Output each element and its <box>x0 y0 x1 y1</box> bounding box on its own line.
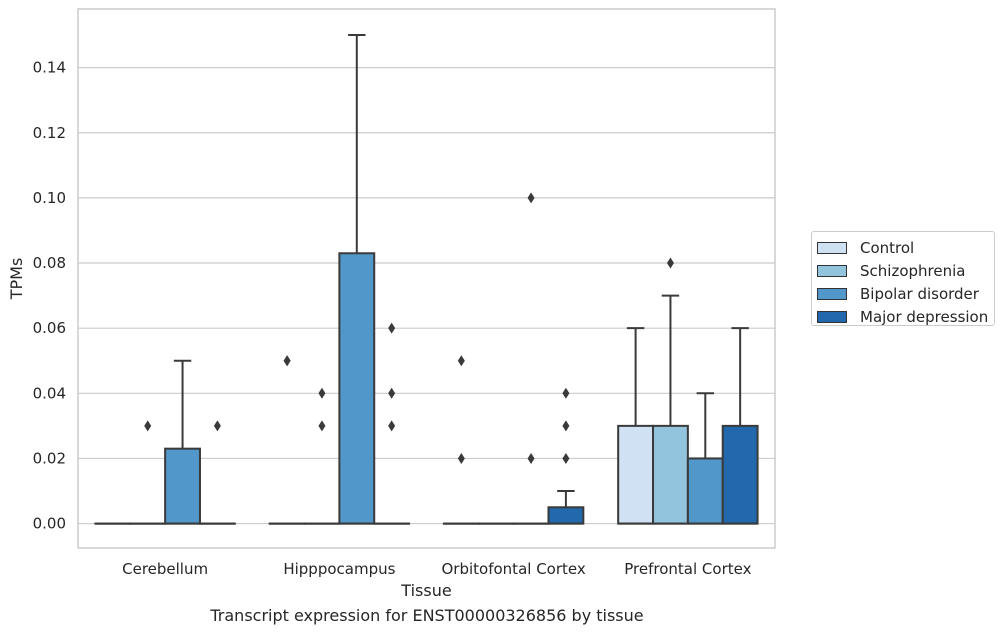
x-tick-label: Orbitofontal Cortex <box>442 560 586 578</box>
y-tick-label: 0.10 <box>33 189 66 207</box>
figure-caption: Transcript expression for ENST0000032685… <box>210 606 644 625</box>
outlier-point <box>388 322 396 334</box>
outlier-point <box>666 257 674 269</box>
x-tick-label: Hipppocampus <box>283 560 395 578</box>
outlier-point <box>562 420 570 432</box>
legend-swatch-bipolar-disorder <box>817 287 847 300</box>
outlier-point <box>457 355 465 367</box>
legend-item-major-depression: Major depression <box>817 305 994 328</box>
legend-swatch-schizophrenia <box>817 264 847 277</box>
legend-label-schizophrenia: Schizophrenia <box>860 261 966 280</box>
outlier-point <box>388 420 396 432</box>
legend: Control Schizophrenia Bipolar disorder M… <box>811 231 995 326</box>
box-bipolar-disorder <box>686 457 724 525</box>
outlier-point <box>562 387 570 399</box>
legend-label-control: Control <box>860 238 915 257</box>
legend-swatch-major-depression <box>817 310 847 323</box>
y-tick-label: 0.08 <box>33 254 66 272</box>
outlier-point <box>527 192 535 204</box>
legend-label-major-depression: Major depression <box>860 307 989 326</box>
x-tick-label: Cerebellum <box>122 560 208 578</box>
outlier-point <box>318 387 326 399</box>
y-tick-label: 0.02 <box>33 449 66 467</box>
plot-frame <box>77 8 776 549</box>
outlier-point <box>562 452 570 464</box>
y-tick-label: 0.06 <box>33 319 66 337</box>
y-tick-label: 0.12 <box>33 124 66 142</box>
x-tick-label: Prefrontal Cortex <box>624 560 751 578</box>
outlier-point <box>213 420 221 432</box>
outlier-point <box>527 452 535 464</box>
y-tick-label: 0.04 <box>33 384 66 402</box>
legend-item-schizophrenia: Schizophrenia <box>817 259 994 282</box>
box-major-depression <box>547 506 585 525</box>
box-bipolar-disorder <box>338 252 376 525</box>
y-tick-label: 0.14 <box>33 59 66 77</box>
outlier-point <box>283 355 291 367</box>
outlier-point <box>457 452 465 464</box>
y-tick-label: 0.00 <box>33 515 66 533</box>
box-schizophrenia <box>652 424 689 525</box>
x-axis-label: Tissue <box>400 581 451 600</box>
legend-swatch-control <box>817 241 847 254</box>
y-axis-label: TPMs <box>7 258 26 301</box>
legend-item-bipolar-disorder: Bipolar disorder <box>817 282 994 305</box>
outlier-point <box>318 420 326 432</box>
outlier-point <box>388 387 396 399</box>
legend-label-bipolar-disorder: Bipolar disorder <box>860 284 979 303</box>
legend-item-control: Control <box>817 236 994 259</box>
box-bipolar-disorder <box>164 447 201 525</box>
outlier-point <box>144 420 152 432</box>
box-control <box>617 424 655 525</box>
box-major-depression <box>721 424 759 525</box>
